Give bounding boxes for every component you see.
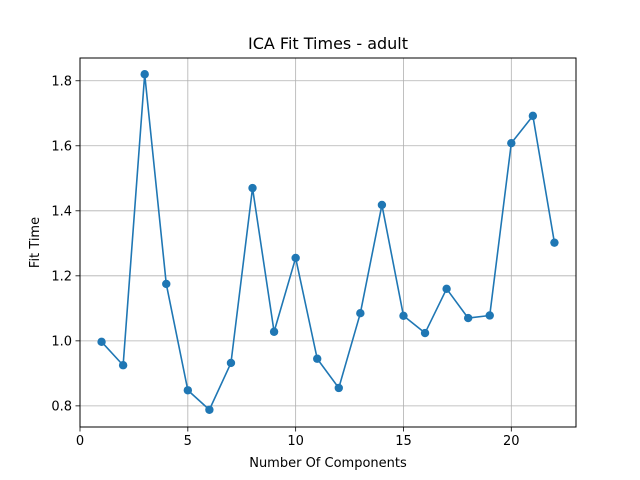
y-tick-label: 1.6 [51, 139, 72, 154]
data-point [334, 383, 343, 393]
data-point [463, 313, 473, 323]
y-axis: 0.8 1.0 1.2 1.4 1.6 1.8 [51, 74, 80, 414]
data-point [420, 328, 430, 338]
x-tick-label: 5 [184, 434, 192, 449]
data-point [550, 238, 559, 247]
x-tick-label: 20 [503, 434, 520, 449]
data-point [313, 354, 322, 363]
x-tick-label: 10 [287, 434, 304, 449]
x-tick-label: 0 [76, 434, 84, 449]
data-point [162, 279, 171, 289]
chart-title: ICA Fit Times - adult [248, 34, 408, 53]
x-axis: 0 5 10 15 20 [76, 427, 520, 449]
data-point [507, 138, 516, 148]
data-point [118, 361, 128, 370]
data-point [226, 358, 236, 368]
data-point [399, 311, 408, 321]
x-tick-label: 15 [395, 434, 412, 449]
y-axis-label: Fit Time [28, 217, 43, 268]
data-point [291, 253, 300, 263]
y-tick-label: 1.8 [51, 74, 72, 89]
y-tick-label: 1.4 [51, 204, 72, 219]
data-point [528, 111, 538, 121]
data-point [269, 327, 279, 336]
y-tick-label: 1.2 [51, 269, 72, 284]
data-point [442, 284, 451, 294]
plot-frame [79, 57, 577, 428]
data-point [183, 386, 193, 395]
series-layer [97, 70, 559, 414]
x-axis-label: Number Of Components [249, 456, 407, 471]
data-point [97, 337, 106, 347]
data-point [248, 183, 257, 193]
y-tick-label: 0.8 [51, 399, 72, 414]
data-point [356, 309, 365, 318]
data-point [485, 311, 494, 320]
data-point [377, 200, 387, 210]
grid [79, 58, 576, 427]
y-tick-label: 1.0 [51, 334, 72, 349]
series-line [100, 73, 556, 411]
data-point [205, 405, 214, 414]
data-point [140, 70, 149, 79]
